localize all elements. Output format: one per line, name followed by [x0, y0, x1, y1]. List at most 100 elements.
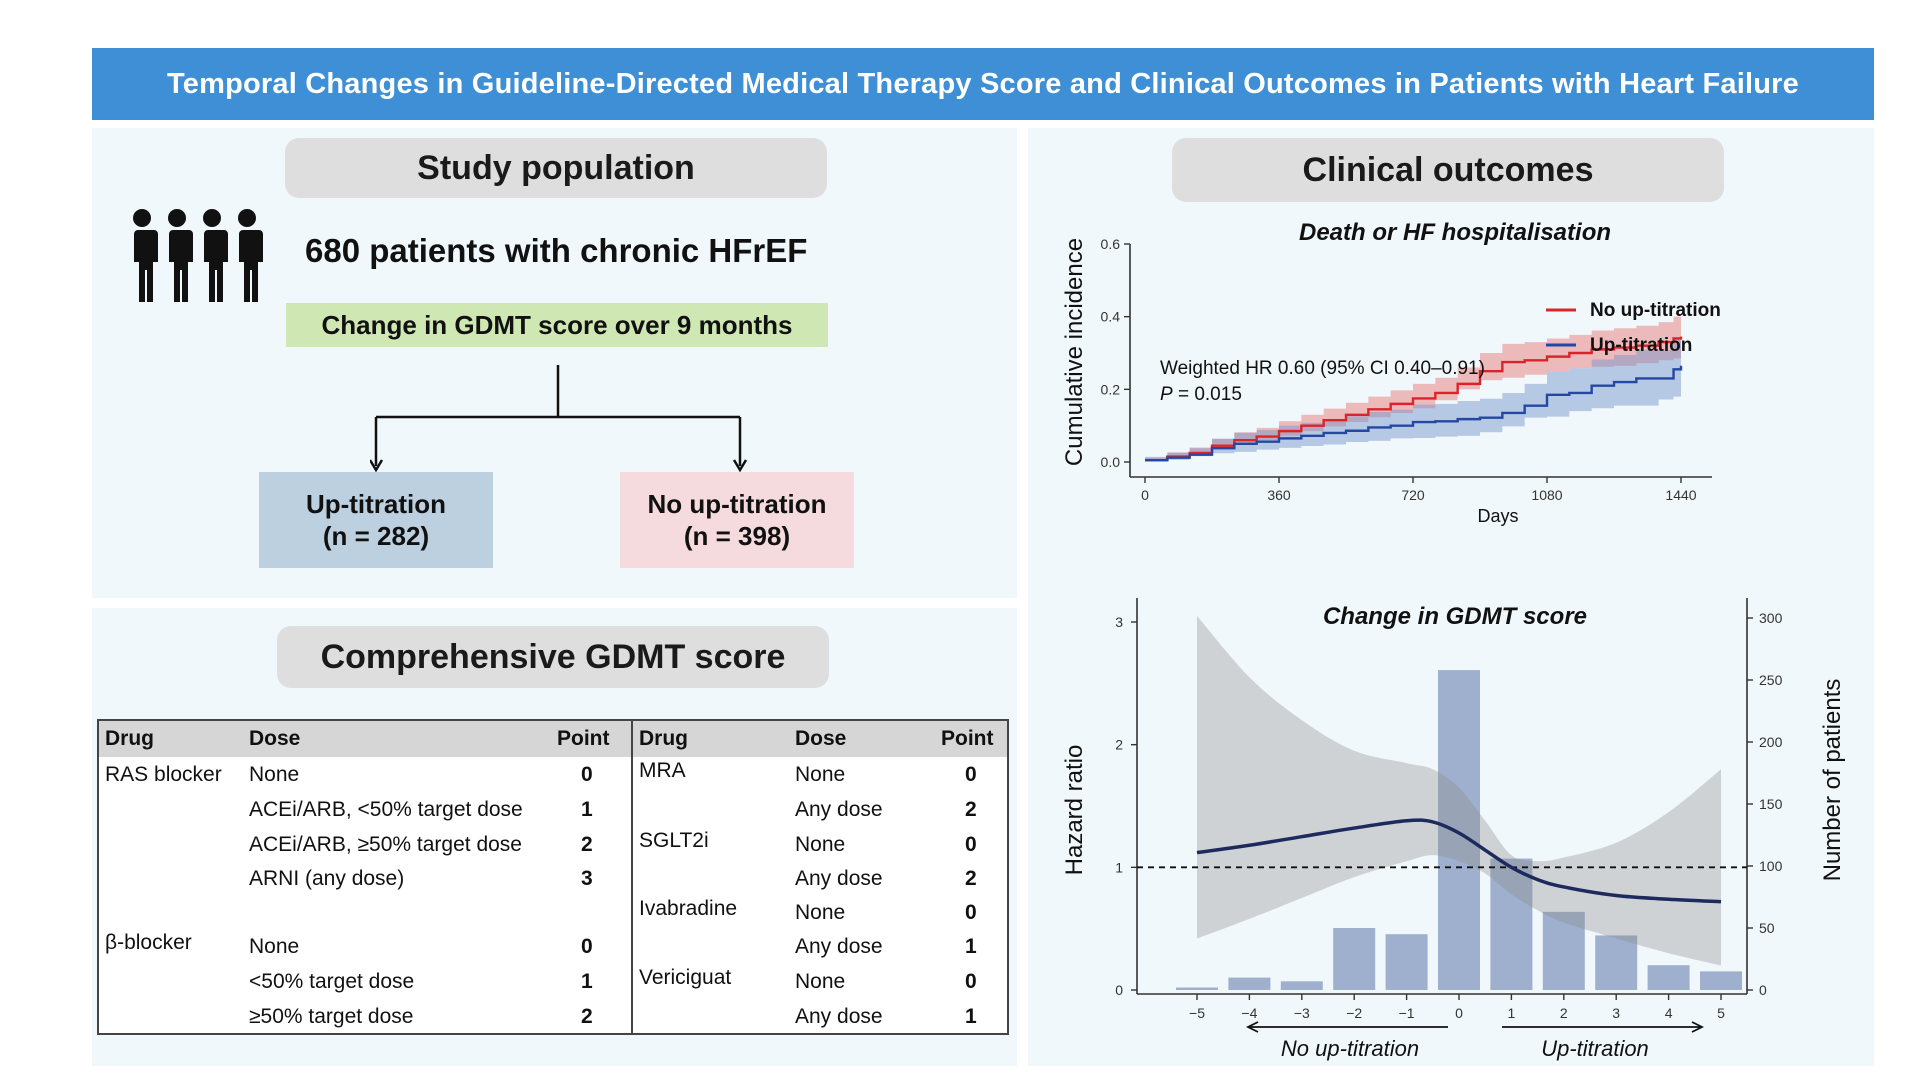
km-y-tick-label: 0.0 — [1101, 454, 1121, 470]
table-cell-dose: Any dose — [795, 1005, 883, 1028]
table-cell-point: 0 — [965, 833, 977, 856]
table-cell-drug: Ivabradine — [639, 897, 738, 920]
table-cell-dose: None — [249, 763, 300, 786]
km-x-tick-label: 720 — [1401, 487, 1425, 503]
study-population-panel — [92, 128, 1017, 598]
km-chart: Death or HF hospitalisation 0.0 0.2 0.4 0.6 0… — [1061, 219, 1721, 526]
gdmt-right-tick-label: 0 — [1759, 982, 1767, 998]
gdmt-right-tick-label: 300 — [1759, 610, 1783, 626]
gdmt-x-tick-label: −4 — [1241, 1005, 1257, 1021]
km-plot-group: Death or HF hospitalisation 0.0 0.2 0.4 0.6 0… — [1061, 219, 1721, 526]
table-cell-point: 1 — [581, 798, 593, 821]
uptitration-group-label: Up-titration — [305, 489, 447, 519]
table-divider — [631, 721, 633, 1033]
table-cell-point: 1 — [581, 970, 593, 993]
header-drug-left: Drug — [105, 727, 154, 750]
km-x-tick-label: 1080 — [1531, 487, 1562, 503]
table-cell-dose: Any dose — [795, 867, 883, 890]
gdmt-title: Change in GDMT score — [1323, 603, 1587, 630]
gdmt-score-heading: Comprehensive GDMT score — [277, 626, 829, 688]
left-arrow-icon — [1245, 1021, 1259, 1033]
table-cell-point: 0 — [965, 970, 977, 993]
km-x-tick-label: 1440 — [1665, 487, 1696, 503]
gdmt-x-tick-label: 2 — [1560, 1005, 1568, 1021]
gdmt-x-tick-label: −3 — [1294, 1005, 1310, 1021]
km-p-value: P = 0.015 — [1160, 384, 1242, 405]
gdmt-bar — [1700, 971, 1742, 990]
km-legend-label: Up-titration — [1590, 335, 1692, 356]
banner-title: Temporal Changes in Guideline-Directed M… — [92, 48, 1874, 120]
gdmt-bar — [1647, 965, 1690, 990]
gdmt-hr-ci-band — [1197, 615, 1721, 966]
table-cell-drug: Vericiguat — [639, 966, 732, 989]
flow-arrows — [370, 365, 748, 473]
km-y-tick-label: 0.4 — [1101, 309, 1121, 325]
table-cell-dose: None — [249, 935, 300, 958]
table-cell-drug: MRA — [639, 759, 686, 782]
table-cell-dose: ≥50% target dose — [249, 1005, 414, 1028]
gdmt-bar — [1438, 670, 1480, 990]
header-point-left: Point — [557, 727, 610, 750]
gdmt-right-tick-label: 150 — [1759, 796, 1783, 812]
study-population-heading: Study population — [285, 138, 827, 198]
table-cell-point: 3 — [581, 867, 593, 890]
table-cell-drug: RAS blocker — [105, 763, 222, 786]
gdmt-bar — [1176, 987, 1218, 990]
gdmt-left-tick-label: 0 — [1115, 982, 1123, 998]
uptitration-group-n: (n = 282) — [322, 521, 430, 551]
km-line-no-uptitration — [1145, 336, 1683, 462]
gdmt-x-tick-label: 5 — [1717, 1005, 1725, 1021]
km-y-tick-label: 0.2 — [1101, 381, 1121, 397]
direction-label-uptitration: Up-titration — [1541, 1036, 1649, 1061]
gdmt-bar — [1595, 935, 1638, 990]
gdmt-right-tick-label: 100 — [1759, 858, 1783, 874]
table-cell-point: 0 — [581, 935, 593, 958]
gdmt-hr-curve — [1196, 818, 1722, 904]
km-hr-annotation: Weighted HR 0.60 (95% CI 0.40–0.91) — [1160, 358, 1485, 379]
table-cell-dose: Any dose — [795, 798, 883, 821]
gdmt-right-tick-label: 50 — [1759, 920, 1775, 936]
gdmt-bar — [1333, 928, 1376, 990]
no-uptitration-group-box: No up-titration (n = 398) — [620, 472, 854, 568]
km-legend-label: No up-titration — [1590, 300, 1721, 321]
gdmt-x-tick-label: −2 — [1346, 1005, 1362, 1021]
uptitration-group-box: Up-titration (n = 282) — [259, 472, 493, 568]
gdmt-x-tick-label: −1 — [1399, 1005, 1415, 1021]
table-cell-dose: ACEi/ARB, <50% target dose — [249, 798, 523, 821]
change-label: Change in GDMT score over 9 months — [286, 303, 828, 347]
table-cell-dose: ACEi/ARB, ≥50% target dose — [249, 833, 522, 856]
km-ci-band-no-uptitration — [1145, 313, 1681, 462]
gdmt-x-tick-label: 4 — [1665, 1005, 1673, 1021]
gdmt-bar — [1228, 977, 1271, 990]
gdmt-left-tick-label: 3 — [1115, 614, 1123, 630]
table-cell-dose: None — [795, 901, 846, 924]
header-dose-right: Dose — [795, 727, 847, 750]
table-cell-dose: Any dose — [795, 935, 883, 958]
patient-count-headline: 680 patients with chronic HFrEF — [305, 232, 808, 269]
gdmt-bar — [1542, 911, 1585, 990]
gdmt-y-label: Hazard ratio — [1061, 745, 1088, 876]
table-cell-dose: <50% target dose — [249, 970, 415, 993]
header-point-right: Point — [941, 727, 994, 750]
table-cell-dose: None — [795, 763, 846, 786]
table-cell-point: 2 — [965, 867, 977, 890]
no-uptitration-group-n: (n = 398) — [683, 521, 791, 551]
gdmt-left-tick-label: 2 — [1115, 737, 1123, 753]
gdmt-bar — [1385, 934, 1428, 990]
table-cell-point: 2 — [581, 833, 593, 856]
gdmt-bar — [1280, 981, 1323, 990]
km-x-tick-label: 360 — [1267, 487, 1291, 503]
right-arrow-icon — [1691, 1021, 1705, 1033]
gdmt-score-table: Drug Dose Point Drug Dose Point RAS bloc… — [97, 719, 1009, 1035]
gdmt-chart: 0 1 2 3 0 50 100 150 200 250 300 −5 −4 −3 −2 −1 0 1 2 3 4 5 Ch… — [1061, 598, 1846, 1061]
people-icon — [130, 209, 263, 302]
table-cell-point: 2 — [965, 798, 977, 821]
gdmt-right-tick-label: 200 — [1759, 734, 1783, 750]
clinical-outcomes-heading: Clinical outcomes — [1172, 138, 1724, 202]
table-cell-point: 1 — [965, 935, 977, 958]
table-cell-dose: ARNI (any dose) — [249, 867, 405, 890]
header-drug-right: Drug — [639, 727, 688, 750]
table-cell-drug: β-blocker — [105, 931, 192, 954]
table-header-row — [99, 721, 1007, 757]
km-x-label: Days — [1477, 506, 1518, 526]
